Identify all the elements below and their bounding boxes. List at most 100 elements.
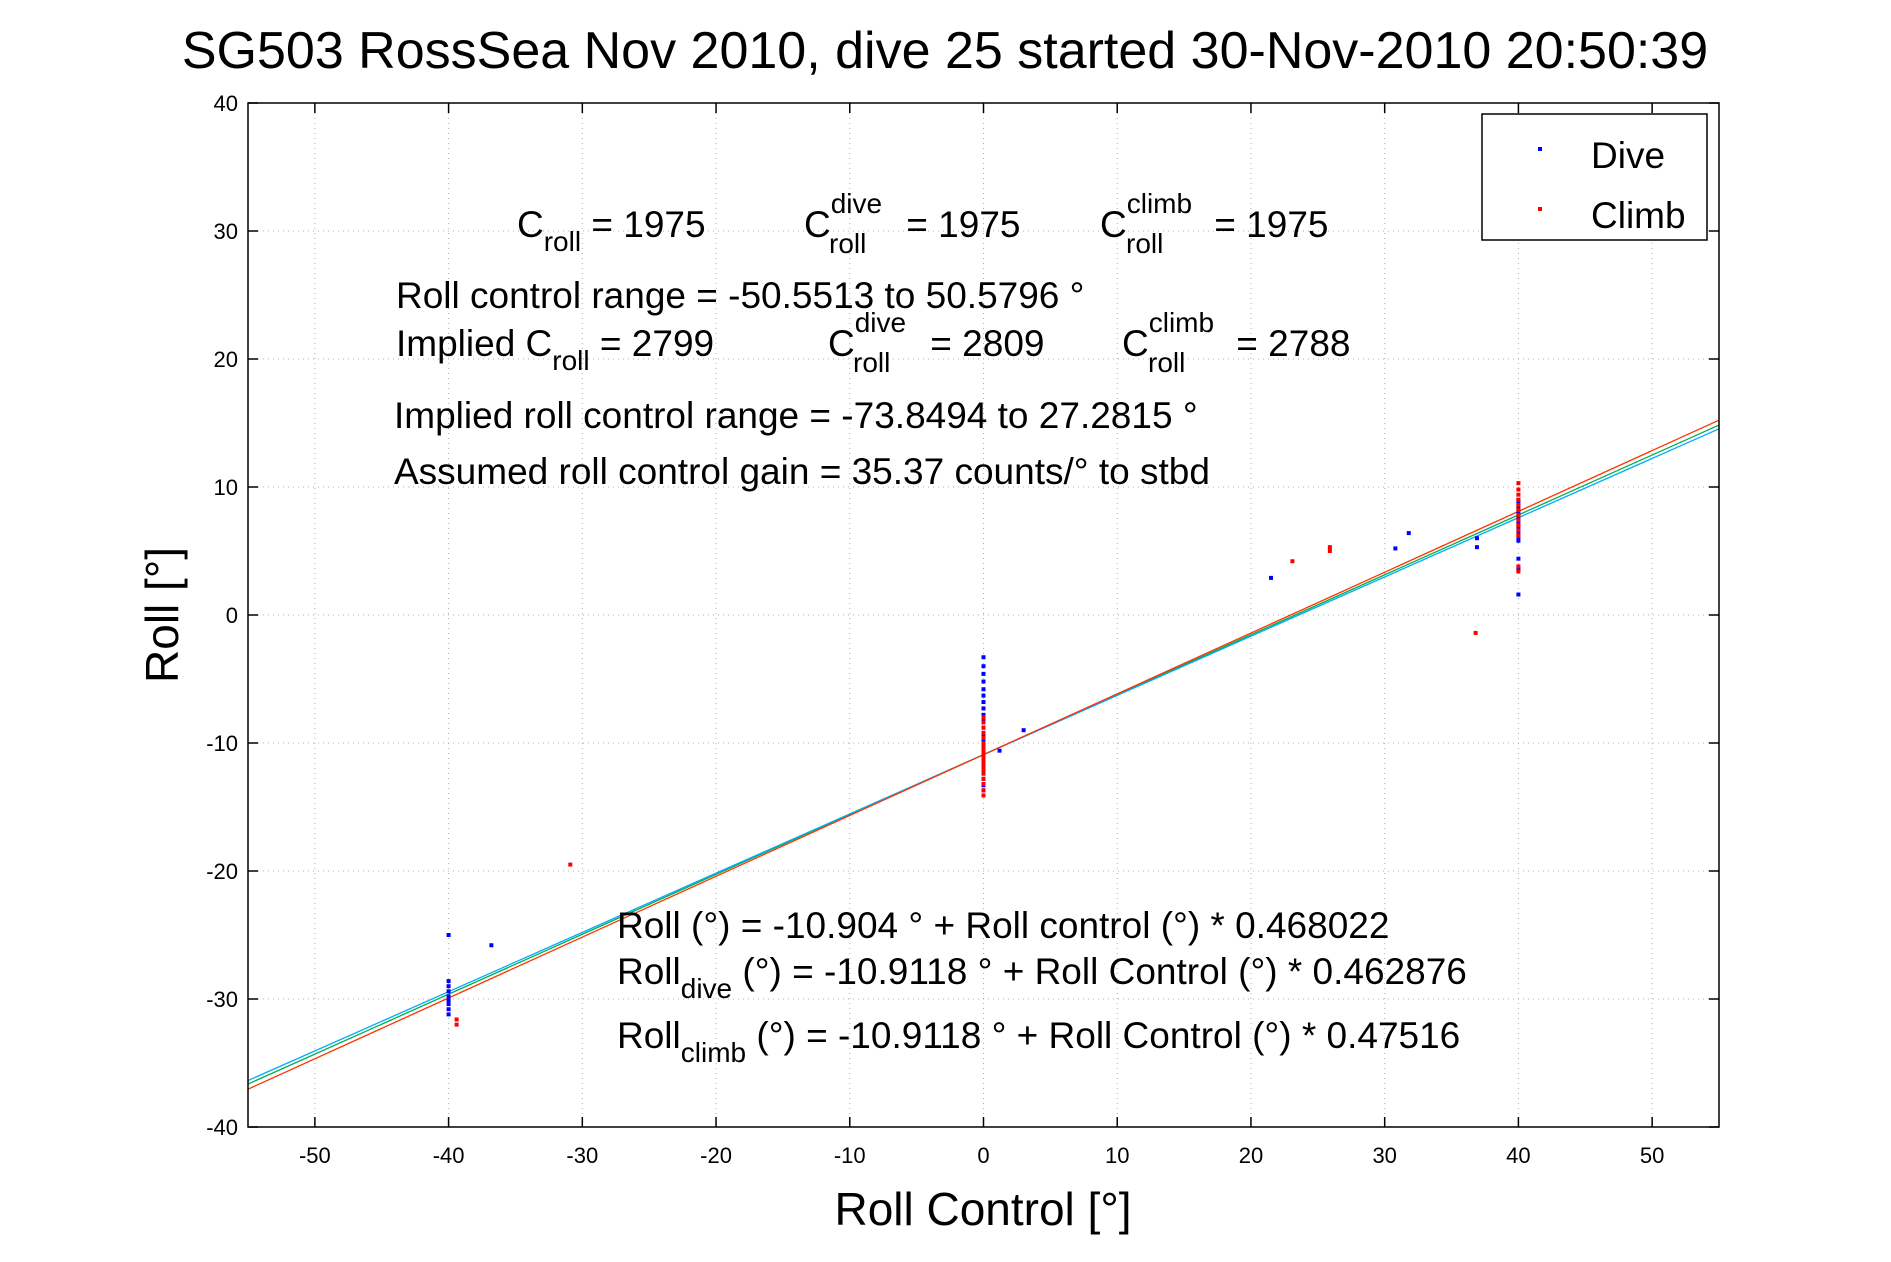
c-roll-dive-annotation: Cdive roll = 1975: [804, 188, 1020, 259]
y-tick-label: 20: [214, 347, 238, 372]
dive-point: [1516, 566, 1521, 571]
x-tick-label: 40: [1506, 1143, 1530, 1168]
dive-point: [446, 933, 451, 937]
x-tick-label: -50: [299, 1143, 331, 1168]
y-tick-label: 30: [214, 219, 238, 244]
implied-c-roll-climb-annotation: Cclimb roll = 2788: [1122, 307, 1350, 378]
climb-point: [981, 715, 986, 720]
y-tick-label: -20: [206, 859, 238, 884]
data-points: [446, 481, 1521, 1027]
dive-point: [446, 1012, 451, 1017]
climb-point: [1516, 513, 1521, 518]
dive-point: [1021, 728, 1026, 733]
climb-point: [981, 725, 986, 730]
dive-point: [981, 664, 986, 669]
x-tick-label: 50: [1640, 1143, 1664, 1168]
climb-point: [1516, 492, 1521, 497]
axis-ticks: [248, 102, 1719, 1128]
roll-control-range-annotation: Roll control range = -50.5513 to 50.5796…: [396, 275, 1084, 316]
x-tick-label: 20: [1239, 1143, 1263, 1168]
climb-point: [1516, 487, 1521, 492]
legend: Dive Climb: [1481, 113, 1708, 241]
climb-point: [981, 771, 986, 776]
climb-point: [981, 752, 986, 757]
dive-point: [1516, 556, 1521, 561]
dive-point: [981, 712, 986, 717]
dive-point: [981, 679, 986, 684]
climb-point: [981, 788, 986, 793]
dive-point: [1474, 545, 1479, 550]
climb-point: [1516, 497, 1521, 502]
climb-point: [1516, 523, 1521, 528]
climb-point: [981, 776, 986, 781]
climb-point: [454, 1017, 459, 1022]
y-tick-label: -30: [206, 987, 238, 1012]
dive-point: [1474, 536, 1479, 541]
x-tick-label: -30: [566, 1143, 598, 1168]
climb-point: [981, 741, 986, 745]
dive-point: [1269, 575, 1274, 580]
chart-title: SG503 RossSea Nov 2010, dive 25 started …: [182, 22, 1708, 80]
dive-point: [981, 706, 986, 711]
dive-point: [1516, 505, 1521, 510]
implied-range-annotation: Implied roll control range = -73.8494 to…: [394, 395, 1198, 436]
climb-point: [981, 748, 986, 753]
climb-point: [981, 760, 986, 765]
x-tick-label: 0: [977, 1143, 989, 1168]
dive-point: [1516, 520, 1521, 525]
legend-label-dive: Dive: [1591, 135, 1665, 176]
climb-point: [981, 767, 986, 772]
y-tick-label: 10: [214, 475, 238, 500]
implied-c-roll-dive-annotation: Cdive roll = 2809: [828, 307, 1044, 378]
climb-point: [981, 756, 986, 761]
dive-point: [981, 671, 986, 676]
dive-point: [997, 748, 1002, 753]
dive-point: [446, 994, 451, 999]
tick-labels: -50 -40 -30 -20 -10 0 10 20 30 40 50 -40 -30 -20 -10 0 1…: [206, 91, 1664, 1168]
assumed-gain-annotation: Assumed roll control gain = 35.37 counts…: [394, 451, 1210, 492]
climb-point: [1290, 559, 1295, 564]
legend-marker-dive: [1538, 147, 1542, 151]
legend-label-climb: Climb: [1591, 195, 1686, 236]
climb-point: [1516, 564, 1521, 569]
climb-point: [981, 744, 986, 749]
annotations: Croll = 1975 Cdive roll = 1975 Cclimb roll…: [394, 188, 1467, 1068]
climb-point: [981, 730, 986, 735]
x-tick-label: 30: [1372, 1143, 1396, 1168]
dive-point: [1406, 531, 1411, 536]
climb-point: [981, 793, 986, 798]
c-roll-annotation: Croll = 1975: [517, 204, 706, 257]
y-axis-label: Roll [°]: [136, 547, 188, 683]
climb-point: [981, 720, 986, 725]
fit-equation-dive: Rolldive (°) = -10.9118 ° + Roll Control…: [617, 951, 1467, 1004]
dive-point: [981, 738, 986, 743]
dive-point: [981, 700, 986, 705]
climb-point: [1516, 569, 1521, 574]
climb-point: [981, 735, 986, 740]
climb-point: [1516, 481, 1521, 486]
dive-point: [446, 1002, 451, 1007]
x-tick-label: -10: [834, 1143, 866, 1168]
x-tick-label: -40: [433, 1143, 465, 1168]
x-axis-label: Roll Control [°]: [834, 1183, 1131, 1235]
climb-point: [1516, 502, 1521, 507]
climb-point: [1327, 549, 1332, 553]
x-tick-label: 10: [1105, 1143, 1129, 1168]
y-tick-label: -10: [206, 731, 238, 756]
climb-point: [981, 781, 986, 786]
c-roll-climb-annotation: Cclimb roll = 1975: [1100, 188, 1328, 259]
dive-point: [446, 979, 451, 984]
dive-point: [489, 943, 494, 948]
implied-c-roll-annotation: Implied Croll = 2799: [396, 323, 714, 376]
dive-point: [446, 998, 451, 1003]
climb-point: [1516, 528, 1521, 533]
climb-point: [1516, 508, 1521, 513]
fit-equation-climb: Rollclimb (°) = -10.9118 ° + Roll Contro…: [617, 1015, 1460, 1068]
x-tick-label: -20: [700, 1143, 732, 1168]
dive-point: [446, 989, 451, 994]
dive-point: [446, 984, 451, 989]
y-tick-label: 0: [226, 603, 238, 628]
climb-point: [1473, 630, 1478, 635]
climb-point: [981, 764, 986, 769]
